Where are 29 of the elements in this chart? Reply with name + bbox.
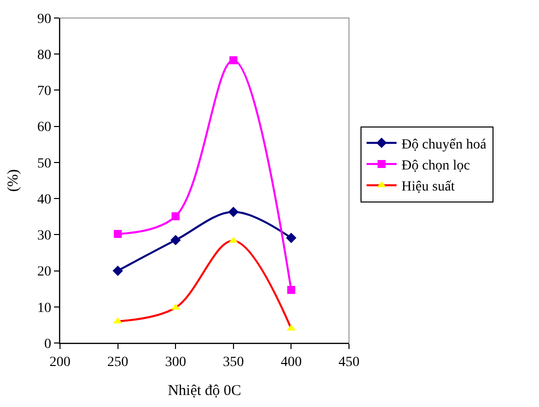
point — [228, 206, 239, 218]
point — [287, 286, 296, 294]
point — [172, 212, 180, 220]
y-tick-label: 10 — [37, 300, 52, 316]
legend-label: Độ chọn lọc — [402, 158, 470, 174]
y-tick-label: 80 — [37, 48, 52, 64]
y-tick-label: 30 — [37, 228, 52, 244]
point — [229, 56, 238, 64]
y-tick-label: 40 — [37, 192, 52, 208]
x-tick-label: 250 — [107, 354, 128, 370]
y-tick-label: 90 — [37, 12, 52, 27]
point — [112, 266, 123, 276]
x-tick-label: 350 — [222, 354, 244, 370]
point — [286, 232, 296, 244]
x-tick-label: 200 — [50, 354, 70, 370]
point — [114, 230, 122, 238]
y-axis-title: (%) — [5, 169, 22, 192]
point — [170, 234, 181, 246]
x-axis-title: Nhiệt độ 0C — [168, 382, 242, 399]
x-tick-label: 400 — [280, 354, 302, 370]
legend-label: Độ chuyển hoá — [402, 137, 488, 152]
y-tick-label: 50 — [37, 156, 52, 172]
y-tick-label: 0 — [44, 336, 52, 352]
x-tick-label: 450 — [338, 354, 360, 370]
x-tick-label: 300 — [165, 354, 186, 370]
y-tick-label: 60 — [37, 120, 52, 136]
y-tick-label: 70 — [37, 84, 52, 100]
legend-label: Hiệu suất — [402, 180, 455, 195]
y-tick-label: 20 — [37, 264, 52, 280]
